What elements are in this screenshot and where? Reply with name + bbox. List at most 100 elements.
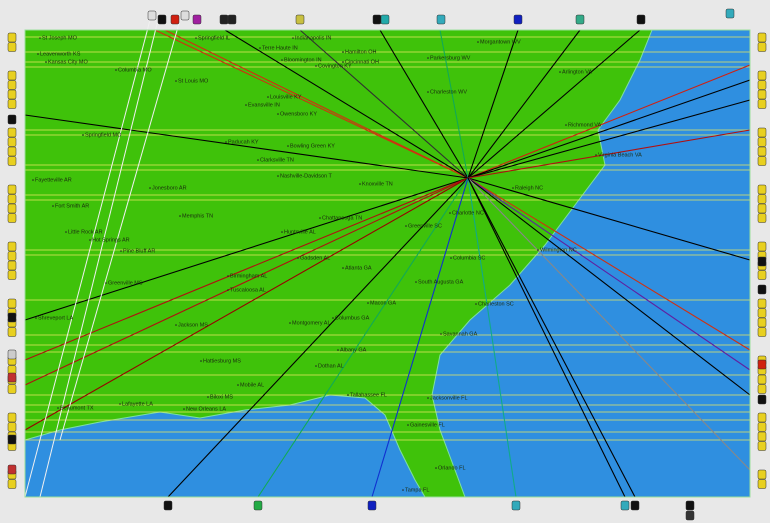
city-label: Greenville MS — [108, 280, 143, 286]
city-dot — [225, 141, 227, 143]
ray — [24, 114, 469, 179]
marker-icon — [757, 394, 767, 405]
city-label: Shreveport LA — [38, 315, 73, 321]
marker-icon — [757, 317, 767, 328]
city-dot — [57, 407, 59, 409]
city-label: Dothan AL — [318, 363, 344, 369]
city-dot — [512, 187, 514, 189]
marker-icon — [757, 256, 767, 267]
city-label: Indianapolis IN — [295, 35, 331, 41]
city-dot — [427, 91, 429, 93]
marker-icon — [757, 32, 767, 43]
marker-icon — [170, 14, 180, 25]
city-dot — [195, 37, 197, 39]
city-label: Mobile AL — [240, 382, 264, 388]
ray — [24, 177, 469, 431]
marker-icon — [725, 8, 735, 19]
marker-icon — [7, 412, 17, 423]
city-label: South Augusta GA — [418, 279, 464, 285]
city-label: Bowling Green KY — [290, 143, 335, 149]
marker-icon — [757, 384, 767, 394]
marker-icon — [227, 14, 237, 25]
marker-icon — [757, 184, 767, 195]
marker-icon — [219, 14, 229, 25]
marker-icon — [7, 32, 17, 43]
city-label: Tuscaloosa AL — [230, 287, 266, 293]
marker-icon — [757, 203, 767, 214]
city-dot — [332, 317, 334, 319]
ray — [467, 177, 751, 471]
city-dot — [367, 302, 369, 304]
marker-icon — [757, 374, 767, 385]
marker-icon — [7, 184, 17, 195]
city-dot — [565, 124, 567, 126]
city-label: Arlington VA — [562, 69, 592, 75]
city-label: Columbia MO — [118, 67, 152, 73]
city-dot — [315, 65, 317, 67]
city-label: Charleston WV — [430, 89, 467, 95]
city-dot — [402, 489, 404, 491]
ray — [24, 177, 469, 386]
marker-icon — [757, 194, 767, 204]
marker-icon — [575, 14, 585, 25]
city-labels: St Joseph MO Leavenworth KS Kansas City MO… — [32, 35, 642, 493]
city-label: Gadsden AL — [300, 255, 330, 261]
city-dot — [449, 212, 451, 214]
ray — [439, 29, 469, 179]
city-dot — [427, 397, 429, 399]
city-dot — [359, 183, 361, 185]
city-label: Louisville KY — [270, 94, 302, 100]
city-dot — [183, 408, 185, 410]
marker-icon — [253, 500, 263, 511]
marker-icon — [7, 70, 17, 81]
city-label: Charlotte NC — [452, 210, 484, 216]
city-label: Memphis TN — [182, 213, 213, 219]
marker-icon — [7, 127, 17, 138]
city-label: Owensboro KY — [280, 111, 317, 117]
marker-icon — [757, 42, 767, 52]
marker-icon — [757, 241, 767, 252]
city-dot — [39, 37, 41, 39]
city-dot — [347, 394, 349, 396]
ray — [59, 19, 181, 441]
city-dot — [37, 53, 39, 55]
marker-icon — [7, 213, 17, 223]
marker-icon — [380, 14, 390, 25]
city-label: Kansas City MO — [48, 59, 88, 65]
city-dot — [281, 59, 283, 61]
marker-icon — [685, 510, 695, 521]
city-label: Little Rock AR — [68, 229, 103, 235]
city-dot — [281, 231, 283, 233]
city-dot — [537, 249, 539, 251]
city-label: Jonesboro AR — [152, 185, 187, 191]
marker-icon — [757, 137, 767, 147]
marker-icon — [757, 213, 767, 223]
marker-icon — [7, 312, 17, 323]
city-label: Tallahassee FL — [350, 392, 387, 398]
ray — [467, 64, 751, 179]
city-label: Albany GA — [340, 347, 367, 353]
city-dot — [435, 467, 437, 469]
city-dot — [319, 217, 321, 219]
marker-icon — [295, 14, 305, 25]
marker-icon — [7, 434, 17, 445]
marker-icon — [757, 80, 767, 90]
city-dot — [292, 37, 294, 39]
ray — [467, 177, 751, 261]
city-dot — [559, 71, 561, 73]
city-dot — [407, 424, 409, 426]
city-dot — [89, 239, 91, 241]
city-label: Savannah GA — [443, 331, 478, 337]
marker-icon — [7, 203, 17, 214]
ray — [467, 129, 751, 179]
city-label: Montgomery AL — [292, 320, 331, 326]
city-dot — [267, 96, 269, 98]
city-label: Charleston SC — [478, 301, 514, 307]
city-label: Springfield IL — [198, 35, 230, 41]
marker-icon — [757, 284, 767, 295]
city-label: Nashville-Davidson T — [280, 173, 333, 179]
city-dot — [179, 215, 181, 217]
city-dot — [207, 396, 209, 398]
city-label: Atlanta GA — [345, 265, 372, 271]
